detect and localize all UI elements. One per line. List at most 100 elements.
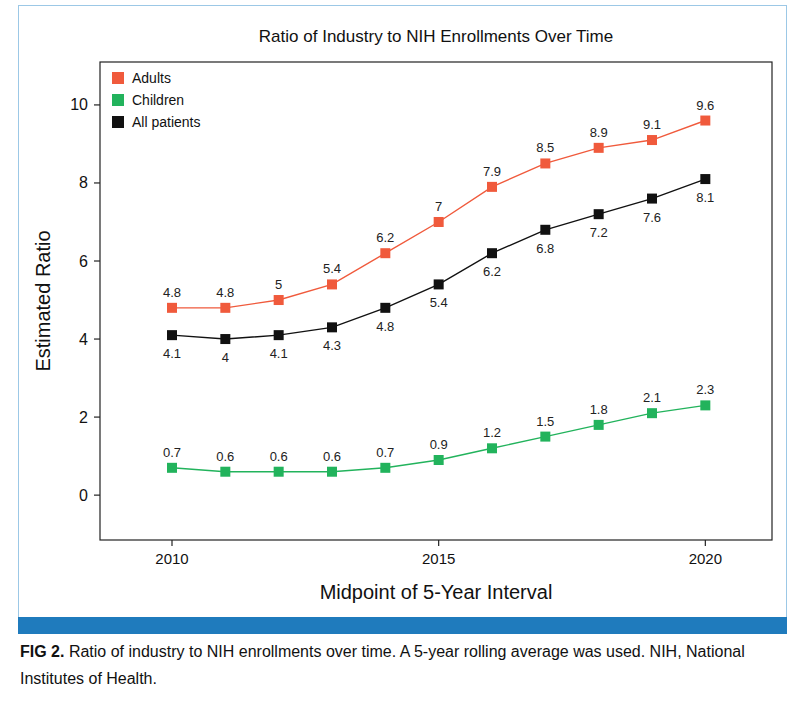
data-label: 1.5 [536, 414, 554, 429]
series-marker [274, 295, 284, 305]
data-label: 7.9 [483, 164, 501, 179]
data-label: 0.7 [376, 445, 394, 460]
y-tick-label: 4 [79, 331, 88, 348]
data-label: 2.3 [696, 382, 714, 397]
series-marker [647, 135, 657, 145]
data-label: 5.4 [323, 261, 341, 276]
data-label: 8.1 [696, 190, 714, 205]
series-marker [487, 443, 497, 453]
legend-label: Children [132, 92, 184, 108]
series-marker [700, 116, 710, 126]
series-marker [220, 467, 230, 477]
y-tick [94, 338, 100, 339]
series-marker [540, 158, 550, 168]
data-label: 4.8 [163, 285, 181, 300]
series-marker [380, 463, 390, 473]
x-tick [438, 540, 439, 546]
data-label: 4.8 [216, 285, 234, 300]
series-marker [487, 182, 497, 192]
figure-frame [19, 6, 787, 634]
y-tick-label: 0 [79, 487, 88, 504]
series-line [172, 179, 705, 339]
series-marker [700, 174, 710, 184]
series-marker [380, 248, 390, 258]
y-tick-label: 8 [79, 174, 88, 191]
data-label: 6.2 [376, 230, 394, 245]
y-tick-label: 10 [70, 96, 88, 113]
data-label: 7 [435, 199, 442, 214]
legend-swatch [112, 94, 124, 106]
series-marker [434, 217, 444, 227]
series-marker [647, 194, 657, 204]
y-tick-label: 6 [79, 253, 88, 270]
data-label: 6.8 [536, 241, 554, 256]
series-marker [220, 303, 230, 313]
figure-band [18, 617, 787, 634]
series-marker [327, 322, 337, 332]
x-tick [171, 540, 172, 546]
data-labels: 4.8 4.8 5 5.4 6.2 7 7.9 8.5 8.9 9.1 9.6 0.7 0.6 0.6 0.… [163, 98, 714, 464]
data-label: 0.6 [216, 449, 234, 464]
data-label: 5 [275, 277, 282, 292]
caption-label: FIG 2. [20, 643, 64, 660]
y-tick [94, 495, 100, 496]
data-label: 6.2 [483, 264, 501, 279]
series-marker [540, 432, 550, 442]
series-marker [594, 420, 604, 430]
data-label: 4.1 [270, 346, 288, 361]
series-line [172, 405, 705, 471]
data-label: 7.2 [590, 225, 608, 240]
series-marker [594, 143, 604, 153]
y-tick [94, 182, 100, 183]
legend-label: All patients [132, 114, 200, 130]
data-label: 8.5 [536, 140, 554, 155]
series-marker [327, 467, 337, 477]
series-marker [167, 303, 177, 313]
data-label: 4 [222, 350, 229, 365]
series-marker [647, 408, 657, 418]
data-label: 2.1 [643, 390, 661, 405]
data-label: 0.6 [270, 449, 288, 464]
y-tick-label: 2 [79, 409, 88, 426]
data-label: 4.3 [323, 338, 341, 353]
series-marker [380, 303, 390, 313]
data-label: 4.1 [163, 346, 181, 361]
series-marker [274, 330, 284, 340]
data-label: 9.6 [696, 98, 714, 113]
data-label: 5.4 [430, 295, 448, 310]
data-label: 9.1 [643, 117, 661, 132]
x-tick-label: 2015 [422, 550, 455, 567]
y-tick [94, 260, 100, 261]
data-label: 1.8 [590, 402, 608, 417]
data-label: 0.7 [163, 445, 181, 460]
plot-marks [167, 116, 710, 477]
x-tick-label: 2020 [689, 550, 722, 567]
legend: Adults Children All patients [112, 70, 200, 130]
series-marker [487, 248, 497, 258]
series-line [172, 121, 705, 308]
data-label: 1.2 [483, 425, 501, 440]
series-marker [434, 279, 444, 289]
data-label: 8.9 [590, 125, 608, 140]
y-tick [94, 416, 100, 417]
series-marker [700, 400, 710, 410]
series-marker [167, 463, 177, 473]
y-tick [94, 104, 100, 105]
caption: FIG 2. Ratio of industry to NIH enrollme… [20, 638, 785, 692]
series-marker [220, 334, 230, 344]
y-axis-label: Estimated Ratio [32, 230, 54, 371]
data-label: 0.6 [323, 449, 341, 464]
plot-frame [100, 62, 772, 540]
x-axis-label: Midpoint of 5-Year Interval [320, 581, 553, 603]
legend-swatch [112, 116, 124, 128]
data-label: 7.6 [643, 210, 661, 225]
series-marker [274, 467, 284, 477]
series-marker [540, 225, 550, 235]
data-label: 0.9 [430, 437, 448, 452]
series-marker [327, 279, 337, 289]
legend-swatch [112, 72, 124, 84]
x-tick [705, 540, 706, 546]
data-label: 4.8 [376, 319, 394, 334]
chart-title: Ratio of Industry to NIH Enrollments Ove… [259, 27, 613, 46]
legend-label: Adults [132, 70, 171, 86]
